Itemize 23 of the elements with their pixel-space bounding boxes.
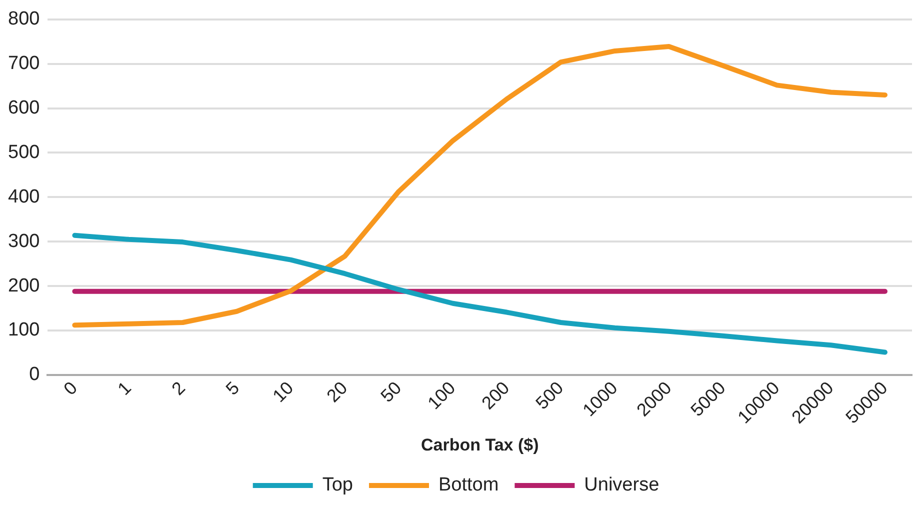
x-tick-label: 5 xyxy=(222,378,244,399)
x-tick-label: 1 xyxy=(114,378,136,399)
y-tick-label: 800 xyxy=(8,8,40,30)
y-tick-label: 500 xyxy=(8,142,40,163)
y-tick-label: 0 xyxy=(29,364,40,386)
x-tick-label: 2 xyxy=(168,378,190,399)
legend-label: Bottom xyxy=(438,474,499,496)
x-tick-label: 500 xyxy=(532,378,568,414)
legend-label: Universe xyxy=(584,474,660,496)
y-tick-label: 700 xyxy=(8,53,40,74)
y-tick-label: 200 xyxy=(8,275,40,296)
legend-label: Top xyxy=(322,474,353,496)
y-tick-label: 300 xyxy=(8,230,40,252)
x-tick-label: 10 xyxy=(268,378,298,406)
x-tick-label: 100 xyxy=(424,378,460,414)
y-tick-label: 400 xyxy=(8,186,40,208)
x-tick-label: 0 xyxy=(60,378,82,399)
x-axis-title: Carbon Tax ($) xyxy=(420,435,539,454)
x-tick-label: 20 xyxy=(322,378,352,406)
y-tick-label: 100 xyxy=(8,320,40,341)
x-tick-label: 50 xyxy=(376,378,406,406)
y-tick-label: 600 xyxy=(8,98,40,119)
x-tick-label: 200 xyxy=(478,378,514,414)
